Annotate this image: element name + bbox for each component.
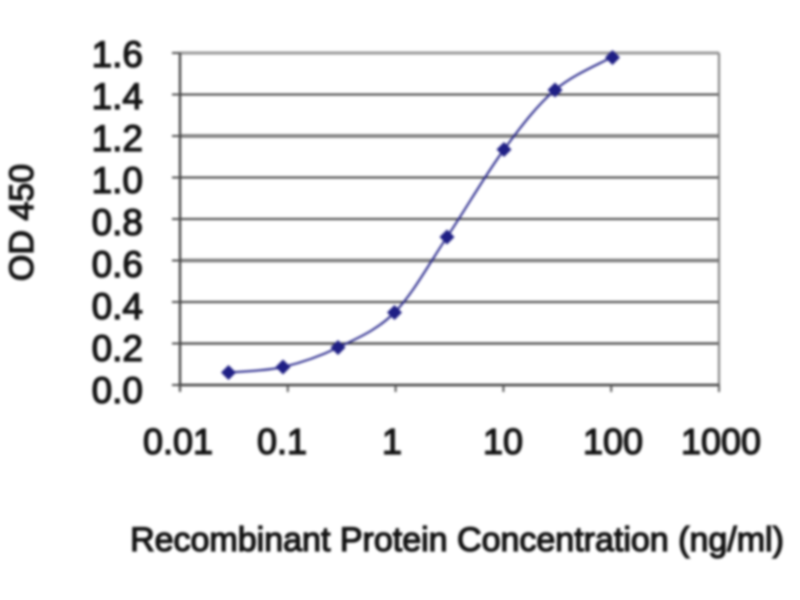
svg-text:0.0: 0.0 (92, 370, 143, 411)
svg-text:1.6: 1.6 (92, 34, 143, 75)
svg-text:10: 10 (483, 421, 523, 462)
svg-text:0.6: 0.6 (92, 244, 143, 285)
svg-text:0.4: 0.4 (92, 286, 143, 327)
svg-text:0.01: 0.01 (143, 421, 213, 462)
svg-text:1.2: 1.2 (92, 118, 143, 159)
svg-text:100: 100 (583, 421, 643, 462)
svg-text:0.2: 0.2 (92, 328, 143, 369)
svg-text:1.4: 1.4 (92, 76, 143, 117)
svg-text:1: 1 (382, 421, 402, 462)
svg-text:Recombinant Protein Concentrat: Recombinant Protein Concentration (ng/ml… (130, 521, 784, 559)
svg-text:OD 450: OD 450 (3, 164, 41, 281)
svg-text:0.1: 0.1 (257, 421, 307, 462)
svg-text:1.0: 1.0 (92, 160, 143, 201)
svg-text:1000: 1000 (681, 421, 761, 462)
svg-text:0.8: 0.8 (92, 202, 143, 243)
